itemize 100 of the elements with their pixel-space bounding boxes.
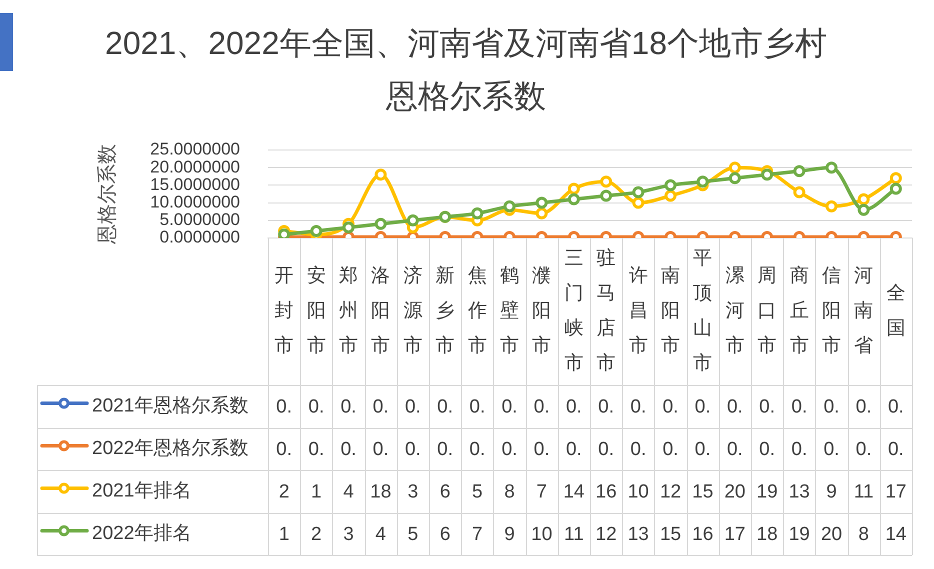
text: 0. [469,396,486,418]
data-label: 7 [536,481,547,502]
x-tick-label: 漯河市 [725,266,744,357]
point [568,193,580,206]
legend-label: 2022年恩格尔系数 [92,438,248,459]
data-label: 0. [791,438,808,460]
data-label: 0. [276,438,292,460]
data-label: 18 [756,524,778,545]
data-label: 2 [278,481,290,502]
text: 0. [372,396,389,418]
data-label: 0. [726,438,743,460]
data-label: 0. [662,438,678,460]
y-tick-label: 10.0000000 [150,192,240,212]
x-tick-label: 开封市 [274,266,294,357]
data-label: 0. [437,438,454,460]
data-label: 0. [534,438,550,460]
text: 0. [791,396,808,418]
x-tick-label: 驻马店市 [596,247,616,374]
point [374,218,387,230]
text: 0. [404,396,421,418]
x-tick-label: 周口市 [758,266,777,357]
point [826,162,838,174]
data-label: 6 [440,524,450,545]
data-label: 15 [660,524,682,545]
data-label: 9 [504,524,515,545]
data-label: 18 [370,481,392,502]
y-tick-label: 20.0000000 [150,157,240,176]
data-label: 10 [531,524,552,545]
data-label: 3 [343,524,354,545]
text: 0. [694,396,711,418]
data-label: 0. [598,438,614,460]
point [890,172,902,184]
y-tick-label: 15.0000000 [150,174,240,194]
point [600,190,612,202]
chart-title: 2021、2022年全国、河南省及河南省18个地市乡村恩格尔系数 [104,24,828,116]
data-label: 13 [788,481,810,502]
data-label: 12 [660,481,682,502]
data-label: 0. [888,438,904,460]
data-label: 14 [563,481,585,502]
point [793,165,806,178]
data-label: 0. [630,438,646,460]
data-label: 11 [854,481,874,502]
point [858,193,870,206]
data-label: 5 [472,481,483,502]
data-label: 0. [824,438,840,460]
x-tick-label: 全国 [886,283,906,340]
x-tick-label: 商丘市 [790,264,809,357]
legend-label: 2021年排名 [92,480,192,502]
text: 0. [630,396,646,418]
x-tick-label: 济源市 [403,264,422,357]
data-label: 20 [724,481,746,502]
point [600,176,612,188]
text: 0. [759,396,776,418]
data-label: 16 [692,524,714,545]
data-label: 8 [504,481,515,502]
data-label: 10 [628,481,649,502]
data-label: 5 [408,524,418,545]
text: 0. [888,396,904,418]
point [696,176,709,188]
data-label: 0. [469,438,486,460]
x-tick-label: 焦作市 [466,266,487,357]
data-label: 6 [440,481,450,502]
data-label: 0. [308,438,324,460]
point [793,186,806,198]
text: 0. [308,396,324,418]
x-tick-label: 信阳市 [822,266,841,357]
point [536,196,548,209]
data-label: 9 [826,481,837,502]
x-tick-label: 平顶山市 [693,248,712,374]
data-label: 17 [885,481,906,502]
data-label: 19 [756,481,778,502]
point [568,182,580,195]
x-tick-label: 濮阳市 [532,266,552,357]
data-label: 1 [311,481,322,502]
data-label: 2 [311,524,322,545]
y-tick-label: 25.0000000 [150,140,240,159]
data-label: 7 [472,524,483,545]
data-label: 0. [502,438,518,460]
point [504,200,516,212]
text: 0. [824,396,840,418]
point [858,204,870,216]
point [406,214,419,226]
x-tick-label: 许昌市 [628,266,648,357]
data-label: 15 [692,481,714,502]
text: 0. [437,396,454,418]
data-label: 17 [724,524,746,545]
x-tick-label: 鹤壁市 [500,266,519,357]
point [761,168,774,181]
point [826,200,838,212]
data-label: 4 [375,524,386,545]
data-label: 0. [694,438,711,460]
point [728,172,741,184]
x-tick-label: 河南省 [854,266,874,357]
text: 0. [276,396,292,418]
text: 0. [534,396,550,418]
x-tick-label: 洛阳市 [371,266,390,357]
legend-label: 2022年排名 [92,522,192,544]
text: 0. [856,396,872,418]
data-label: 4 [343,481,354,502]
point [471,207,484,220]
